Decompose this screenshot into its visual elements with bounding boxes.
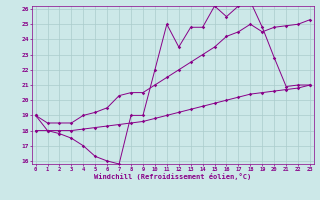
X-axis label: Windchill (Refroidissement éolien,°C): Windchill (Refroidissement éolien,°C) xyxy=(94,173,252,180)
